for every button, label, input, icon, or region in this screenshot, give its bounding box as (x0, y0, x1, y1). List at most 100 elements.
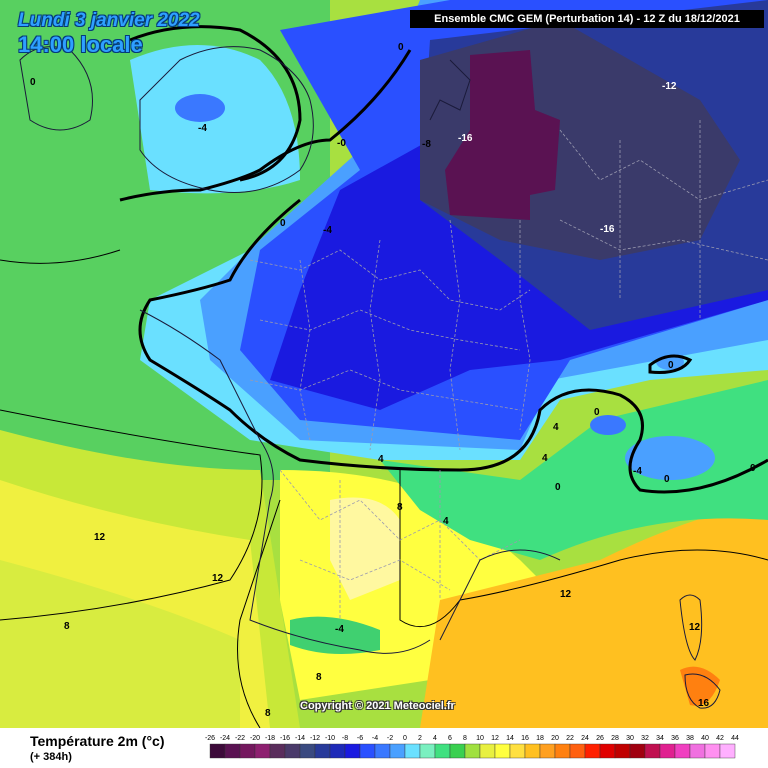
scale-tick-label: -4 (372, 735, 378, 742)
zone-lightyellow (330, 497, 400, 600)
scale-tick-label: 30 (626, 735, 634, 742)
scale-swatch (704, 743, 721, 759)
contour-label: 12 (94, 532, 106, 543)
legend-title: Température 2m (°c) (30, 733, 165, 749)
scale-tick-label: 36 (671, 735, 679, 742)
contour-label: 0 (280, 218, 286, 229)
scale-tick-label: 32 (641, 735, 649, 742)
scale-tick-label: 2 (418, 735, 422, 742)
isotherm-thin-4 (0, 249, 121, 264)
isotherm-zero-alps (648, 354, 693, 374)
isotherm-zero (119, 49, 768, 494)
scale-swatch (524, 743, 541, 759)
temperature-map: 0 0 -4 -0 -8 -16 -12 -16 0 -4 0 0 -4 0 0… (0, 0, 768, 728)
contour-label: -4 (198, 123, 207, 134)
scale-swatch (569, 743, 586, 759)
contour-label: -12 (662, 81, 677, 92)
scale-swatch (584, 743, 601, 759)
scale-swatch (689, 743, 706, 759)
scale-swatch (509, 743, 526, 759)
scale-swatch (464, 743, 481, 759)
scale-tick-label: 42 (716, 735, 724, 742)
scale-swatch (614, 743, 631, 759)
contour-label: 4 (542, 453, 548, 464)
scale-swatch (344, 743, 361, 759)
scale-swatch (599, 743, 616, 759)
scale-tick-label: 8 (463, 735, 467, 742)
scale-tick-label: -12 (310, 735, 320, 742)
zone-maroon (445, 50, 560, 220)
scale-swatch (494, 743, 511, 759)
contour-label: 0 (30, 77, 36, 88)
scale-swatches (209, 743, 736, 759)
copyright: Copyright © 2021 Meteociel.fr (300, 700, 455, 712)
scale-swatch (299, 743, 316, 759)
scale-tick-label: 10 (476, 735, 484, 742)
scale-tick-label: 24 (581, 735, 589, 742)
scale-tick-label: -2 (387, 735, 393, 742)
scale-swatch (269, 743, 286, 759)
scale-swatch (374, 743, 391, 759)
scale-tick-label: -26 (205, 735, 215, 742)
scale-tick-label: -22 (235, 735, 245, 742)
contour-label: -4 (335, 624, 344, 635)
forecast-date: Lundi 3 janvier 2022 (18, 10, 200, 31)
contour-label: 12 (212, 573, 224, 584)
scale-tick-label: 4 (433, 735, 437, 742)
scale-tick-label: -16 (280, 735, 290, 742)
contour-label: -0 (337, 138, 346, 149)
scale-swatch (719, 743, 736, 759)
scale-tick-label: 34 (656, 735, 664, 742)
contour-labels: 0 0 -4 -0 -8 -16 -12 -16 0 -4 0 0 -4 0 0… (30, 42, 756, 719)
contour-label: 12 (689, 622, 701, 633)
contour-label: -4 (323, 225, 332, 236)
contour-label: -16 (458, 133, 473, 144)
scale-swatch (254, 743, 271, 759)
contour-label: 0 (398, 42, 404, 53)
scale-tick-label: 0 (403, 735, 407, 742)
scale-tick-label: 6 (448, 735, 452, 742)
scale-tick-label: 38 (686, 735, 694, 742)
scale-tick-label: 40 (701, 735, 709, 742)
legend-subtitle: (+ 384h) (30, 751, 72, 763)
scale-swatch (224, 743, 241, 759)
scale-tick-label: 12 (491, 735, 499, 742)
scale-tick-label: -10 (325, 735, 335, 742)
scale-swatch (449, 743, 466, 759)
scale-swatch (359, 743, 376, 759)
scale-tick-label: -18 (265, 735, 275, 742)
isotherm-thin-1 (0, 409, 263, 621)
contour-label: 0 (750, 463, 756, 474)
scale-tick-label: 20 (551, 735, 559, 742)
contour-label: 0 (668, 360, 674, 371)
scale-swatch (674, 743, 691, 759)
scale-tick-label: 18 (536, 735, 544, 742)
forecast-time: 14:00 locale (18, 32, 143, 57)
scale-tick-label: -6 (357, 735, 363, 742)
scale-swatch (419, 743, 436, 759)
scale-swatch (239, 743, 256, 759)
scale-tick-label: -14 (295, 735, 305, 742)
isotherm-thin-3 (399, 470, 768, 628)
contour-label: 0 (555, 482, 561, 493)
isotherm-thin-2 (237, 499, 281, 728)
model-banner: Ensemble CMC GEM (Perturbation 14) - 12 … (410, 10, 764, 28)
contour-label: 8 (397, 502, 403, 513)
cold-pocket-alps1 (590, 415, 626, 435)
contour-label: 8 (316, 672, 322, 683)
scale-tick-label: -8 (342, 735, 348, 742)
scale-tick-label: 26 (596, 735, 604, 742)
contour-label: 0 (594, 407, 600, 418)
scale-swatch (284, 743, 301, 759)
coastlines (19, 46, 721, 709)
contour-label: 8 (265, 708, 271, 719)
scale-swatch (539, 743, 556, 759)
scale-tick-label: 28 (611, 735, 619, 742)
contour-label: 4 (378, 454, 384, 465)
contour-label: -4 (633, 466, 642, 477)
scale-swatch (329, 743, 346, 759)
scale-swatch (434, 743, 451, 759)
cold-pocket-alps2 (625, 436, 715, 480)
contour-label: 16 (698, 698, 710, 709)
contour-label: 4 (553, 422, 559, 433)
